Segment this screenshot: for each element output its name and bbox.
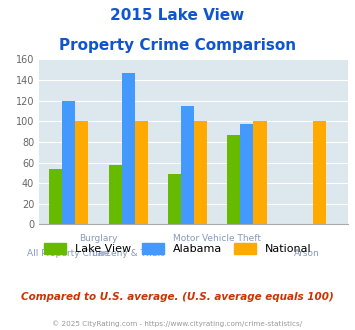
Bar (135, 121, 148, 224)
Bar (122, 73, 135, 224)
Bar (181, 106, 194, 224)
Legend: Lake View, Alabama, National: Lake View, Alabama, National (39, 238, 316, 258)
Text: Motor Vehicle Theft: Motor Vehicle Theft (173, 234, 261, 243)
Text: All Property Crime: All Property Crime (27, 249, 110, 258)
Bar (227, 135, 240, 224)
Bar (168, 174, 181, 224)
Text: Compared to U.S. average. (U.S. average equals 100): Compared to U.S. average. (U.S. average … (21, 292, 334, 302)
Bar (194, 121, 207, 224)
Bar (313, 121, 326, 224)
Bar (49, 169, 62, 224)
Text: Property Crime Comparison: Property Crime Comparison (59, 38, 296, 53)
Text: 2015 Lake View: 2015 Lake View (110, 8, 245, 23)
Bar (240, 124, 253, 224)
Text: Burglary: Burglary (79, 234, 118, 243)
Text: © 2025 CityRating.com - https://www.cityrating.com/crime-statistics/: © 2025 CityRating.com - https://www.city… (53, 321, 302, 327)
Bar (109, 165, 122, 224)
Text: Arson: Arson (294, 249, 319, 258)
Bar (62, 101, 75, 224)
Text: Larceny & Theft: Larceny & Theft (92, 249, 164, 258)
Bar (253, 121, 267, 224)
Bar (75, 121, 88, 224)
